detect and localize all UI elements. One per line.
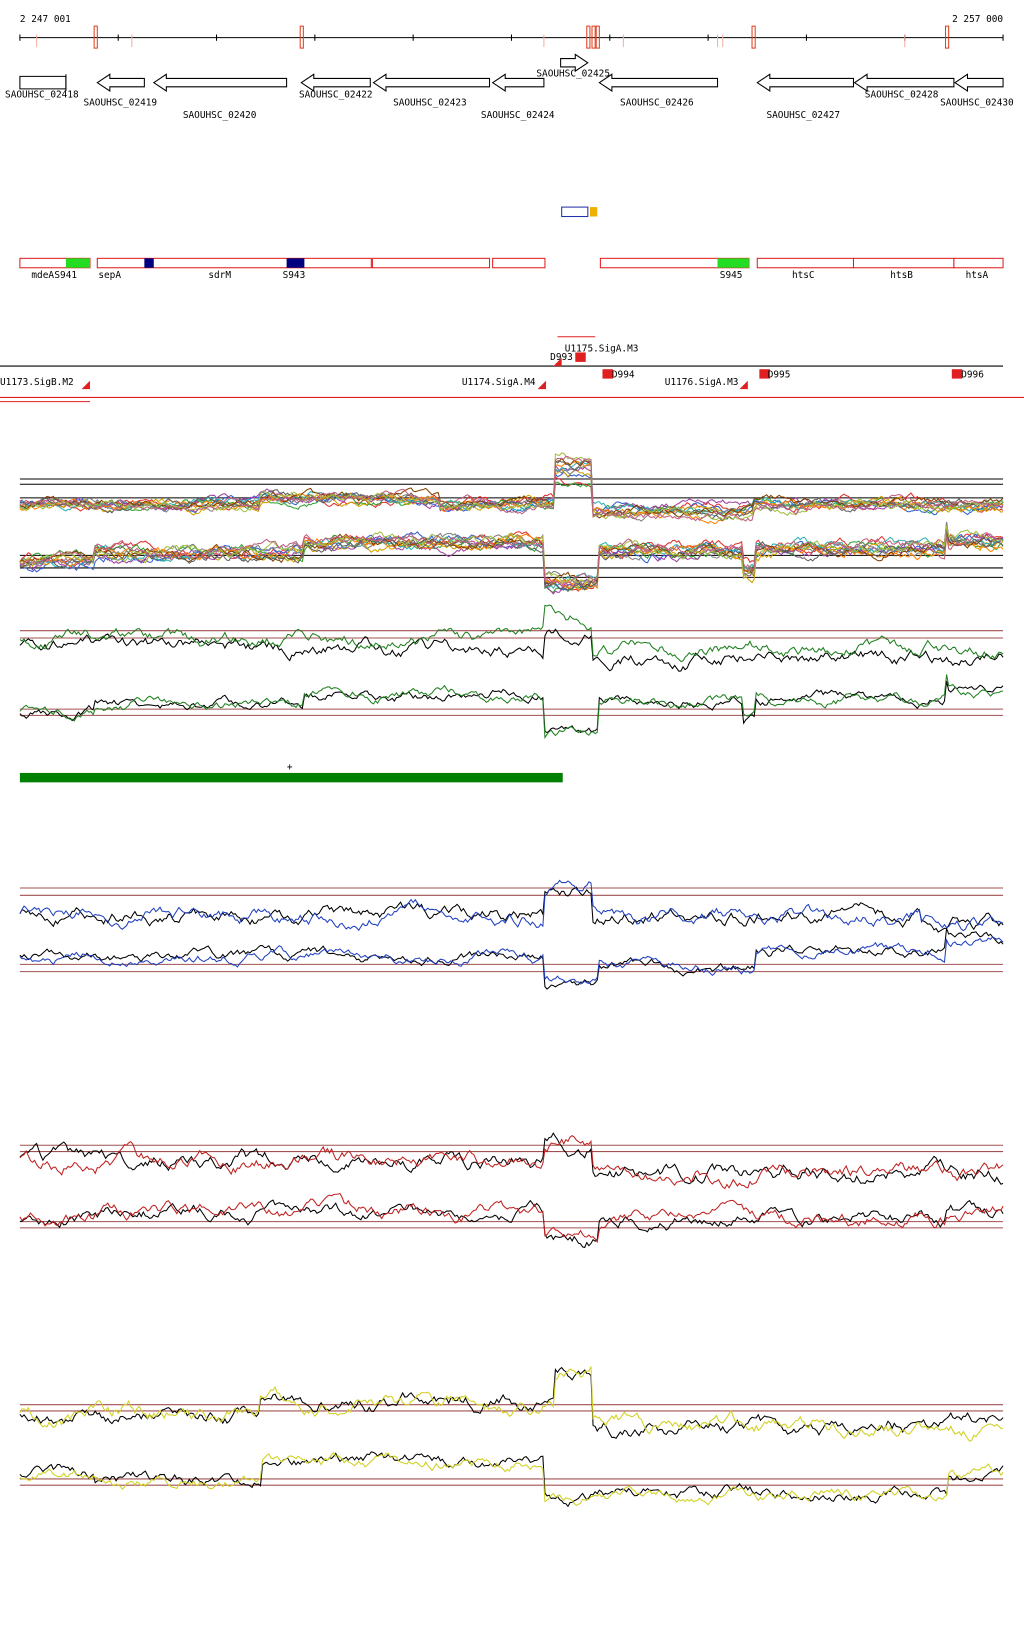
feature-label: sdrM: [208, 270, 231, 281]
signal-line: [19, 1132, 1004, 1185]
promoter-label: U1176.SigA.M3: [665, 377, 739, 388]
feature-label: sepA: [98, 270, 121, 281]
promoter-flag: [537, 380, 546, 390]
promoter-label: D993: [550, 352, 573, 363]
gene-arrow: [19, 75, 67, 90]
promoter-flag: [81, 380, 90, 390]
gene-arrow: [853, 73, 955, 92]
signal-line: [19, 455, 1004, 522]
signal-line: [19, 1199, 1004, 1249]
gene-arrow: [954, 73, 1004, 92]
gene-arrow: [96, 73, 145, 92]
promoter-track: U1173.SigB.M2 U1174.SigA.M4 U1175.SigA.M3 U…: [0, 336, 1024, 403]
gene-label: SAOUHSC_02427: [766, 110, 840, 121]
signal-line: [19, 530, 1004, 593]
gene-label: SAOUHSC_02419: [83, 98, 157, 109]
feature-box: [492, 257, 546, 269]
ruler-box: [591, 25, 596, 49]
gene-arrow: [560, 53, 589, 73]
gene-track: SAOUHSC_02418 SAOUHSC_02419 SAOUHSC_02420 S…: [5, 53, 1014, 121]
signal-line: [19, 1366, 1004, 1442]
gene-label: SAOUHSC_02430: [940, 98, 1014, 109]
ruler-ticks: [19, 25, 1004, 49]
promoter-label: D996: [961, 370, 984, 381]
gene-label: SAOUHSC_02426: [620, 98, 694, 109]
feature-box: [756, 257, 855, 269]
promoter-label: U1175.SigA.M3: [565, 343, 639, 354]
gene-arrow: [598, 73, 719, 92]
feature-box: [953, 257, 1004, 269]
signal-line: [19, 1451, 1004, 1507]
ruler-box: [751, 25, 756, 49]
signal-line: [19, 879, 1004, 932]
green-bar: [19, 772, 563, 783]
feature-box: [96, 257, 372, 269]
feature-label: S945: [720, 270, 743, 281]
signal-line: [19, 936, 1004, 985]
signal-line: [19, 928, 1004, 990]
blue-box: [561, 206, 589, 218]
feature-label: htsB: [890, 270, 913, 281]
promoter-block: [759, 369, 770, 379]
ruler-start: 2 247 001: [20, 14, 71, 25]
gene-label: SAOUHSC_02428: [865, 89, 939, 100]
gene-label: SAOUHSC_02425: [536, 68, 610, 79]
feature-box: [371, 257, 491, 269]
feature-label: htsA: [966, 270, 989, 281]
promoter-block: [575, 352, 586, 362]
signal-line: [19, 628, 1004, 672]
promoter-block: [602, 369, 613, 379]
signal-line: [19, 1366, 1004, 1440]
signal-line: [19, 532, 1004, 587]
promoter-label: U1173.SigB.M2: [0, 377, 74, 388]
gene-arrow: [491, 73, 545, 92]
signal-line: [19, 530, 1004, 590]
feature-label: S941: [54, 270, 77, 281]
feature-fill: [65, 258, 90, 268]
gene-label: SAOUHSC_02422: [299, 89, 373, 100]
promoter-label: D994: [612, 370, 635, 381]
gene-arrow: [756, 73, 855, 92]
feature-fill: [286, 258, 305, 268]
signal-line: [19, 457, 1004, 519]
feature-fill: [144, 258, 154, 268]
feature-fill: [717, 258, 749, 268]
gene-label: SAOUHSC_02418: [5, 89, 79, 100]
promoter-label: U1174.SigA.M4: [462, 377, 536, 388]
gene-arrow: [372, 73, 491, 92]
gene-label: SAOUHSC_02423: [393, 98, 467, 109]
signal-line: [19, 886, 1004, 933]
signal-line: [19, 674, 1004, 740]
feature-label: mdeA: [31, 270, 54, 281]
feature-track: mdeA S941 sepA sdrM S943 S945 htsC htsB htsA: [19, 257, 1004, 281]
signal-line: [19, 604, 1004, 663]
ruler-box: [586, 25, 591, 49]
promoter-flag: [739, 380, 748, 390]
signal-line: [19, 460, 1004, 525]
ruler-box: [299, 25, 304, 49]
ruler-box: [945, 25, 950, 49]
feature-box: [852, 257, 955, 269]
ruler-end: 2 257 000: [952, 14, 1003, 25]
feature-label: S943: [283, 270, 306, 281]
promoter-label: D995: [768, 370, 791, 381]
strand-label: +: [287, 762, 293, 773]
gene-label: SAOUHSC_02424: [481, 110, 555, 121]
signal-line: [19, 1135, 1004, 1190]
signal-tracks: [19, 452, 1004, 1508]
signal-line: [19, 680, 1004, 734]
ruler-box: [595, 25, 600, 49]
gene-arrow: [300, 73, 371, 92]
feature-label: htsC: [792, 270, 815, 281]
signal-line: [19, 1192, 1004, 1244]
ruler-box: [93, 25, 98, 49]
gene-arrow: [152, 73, 288, 92]
orange-box: [589, 207, 598, 217]
gene-label: SAOUHSC_02420: [183, 110, 257, 121]
promoter-block: [951, 369, 963, 379]
signal-line: [19, 530, 1004, 588]
